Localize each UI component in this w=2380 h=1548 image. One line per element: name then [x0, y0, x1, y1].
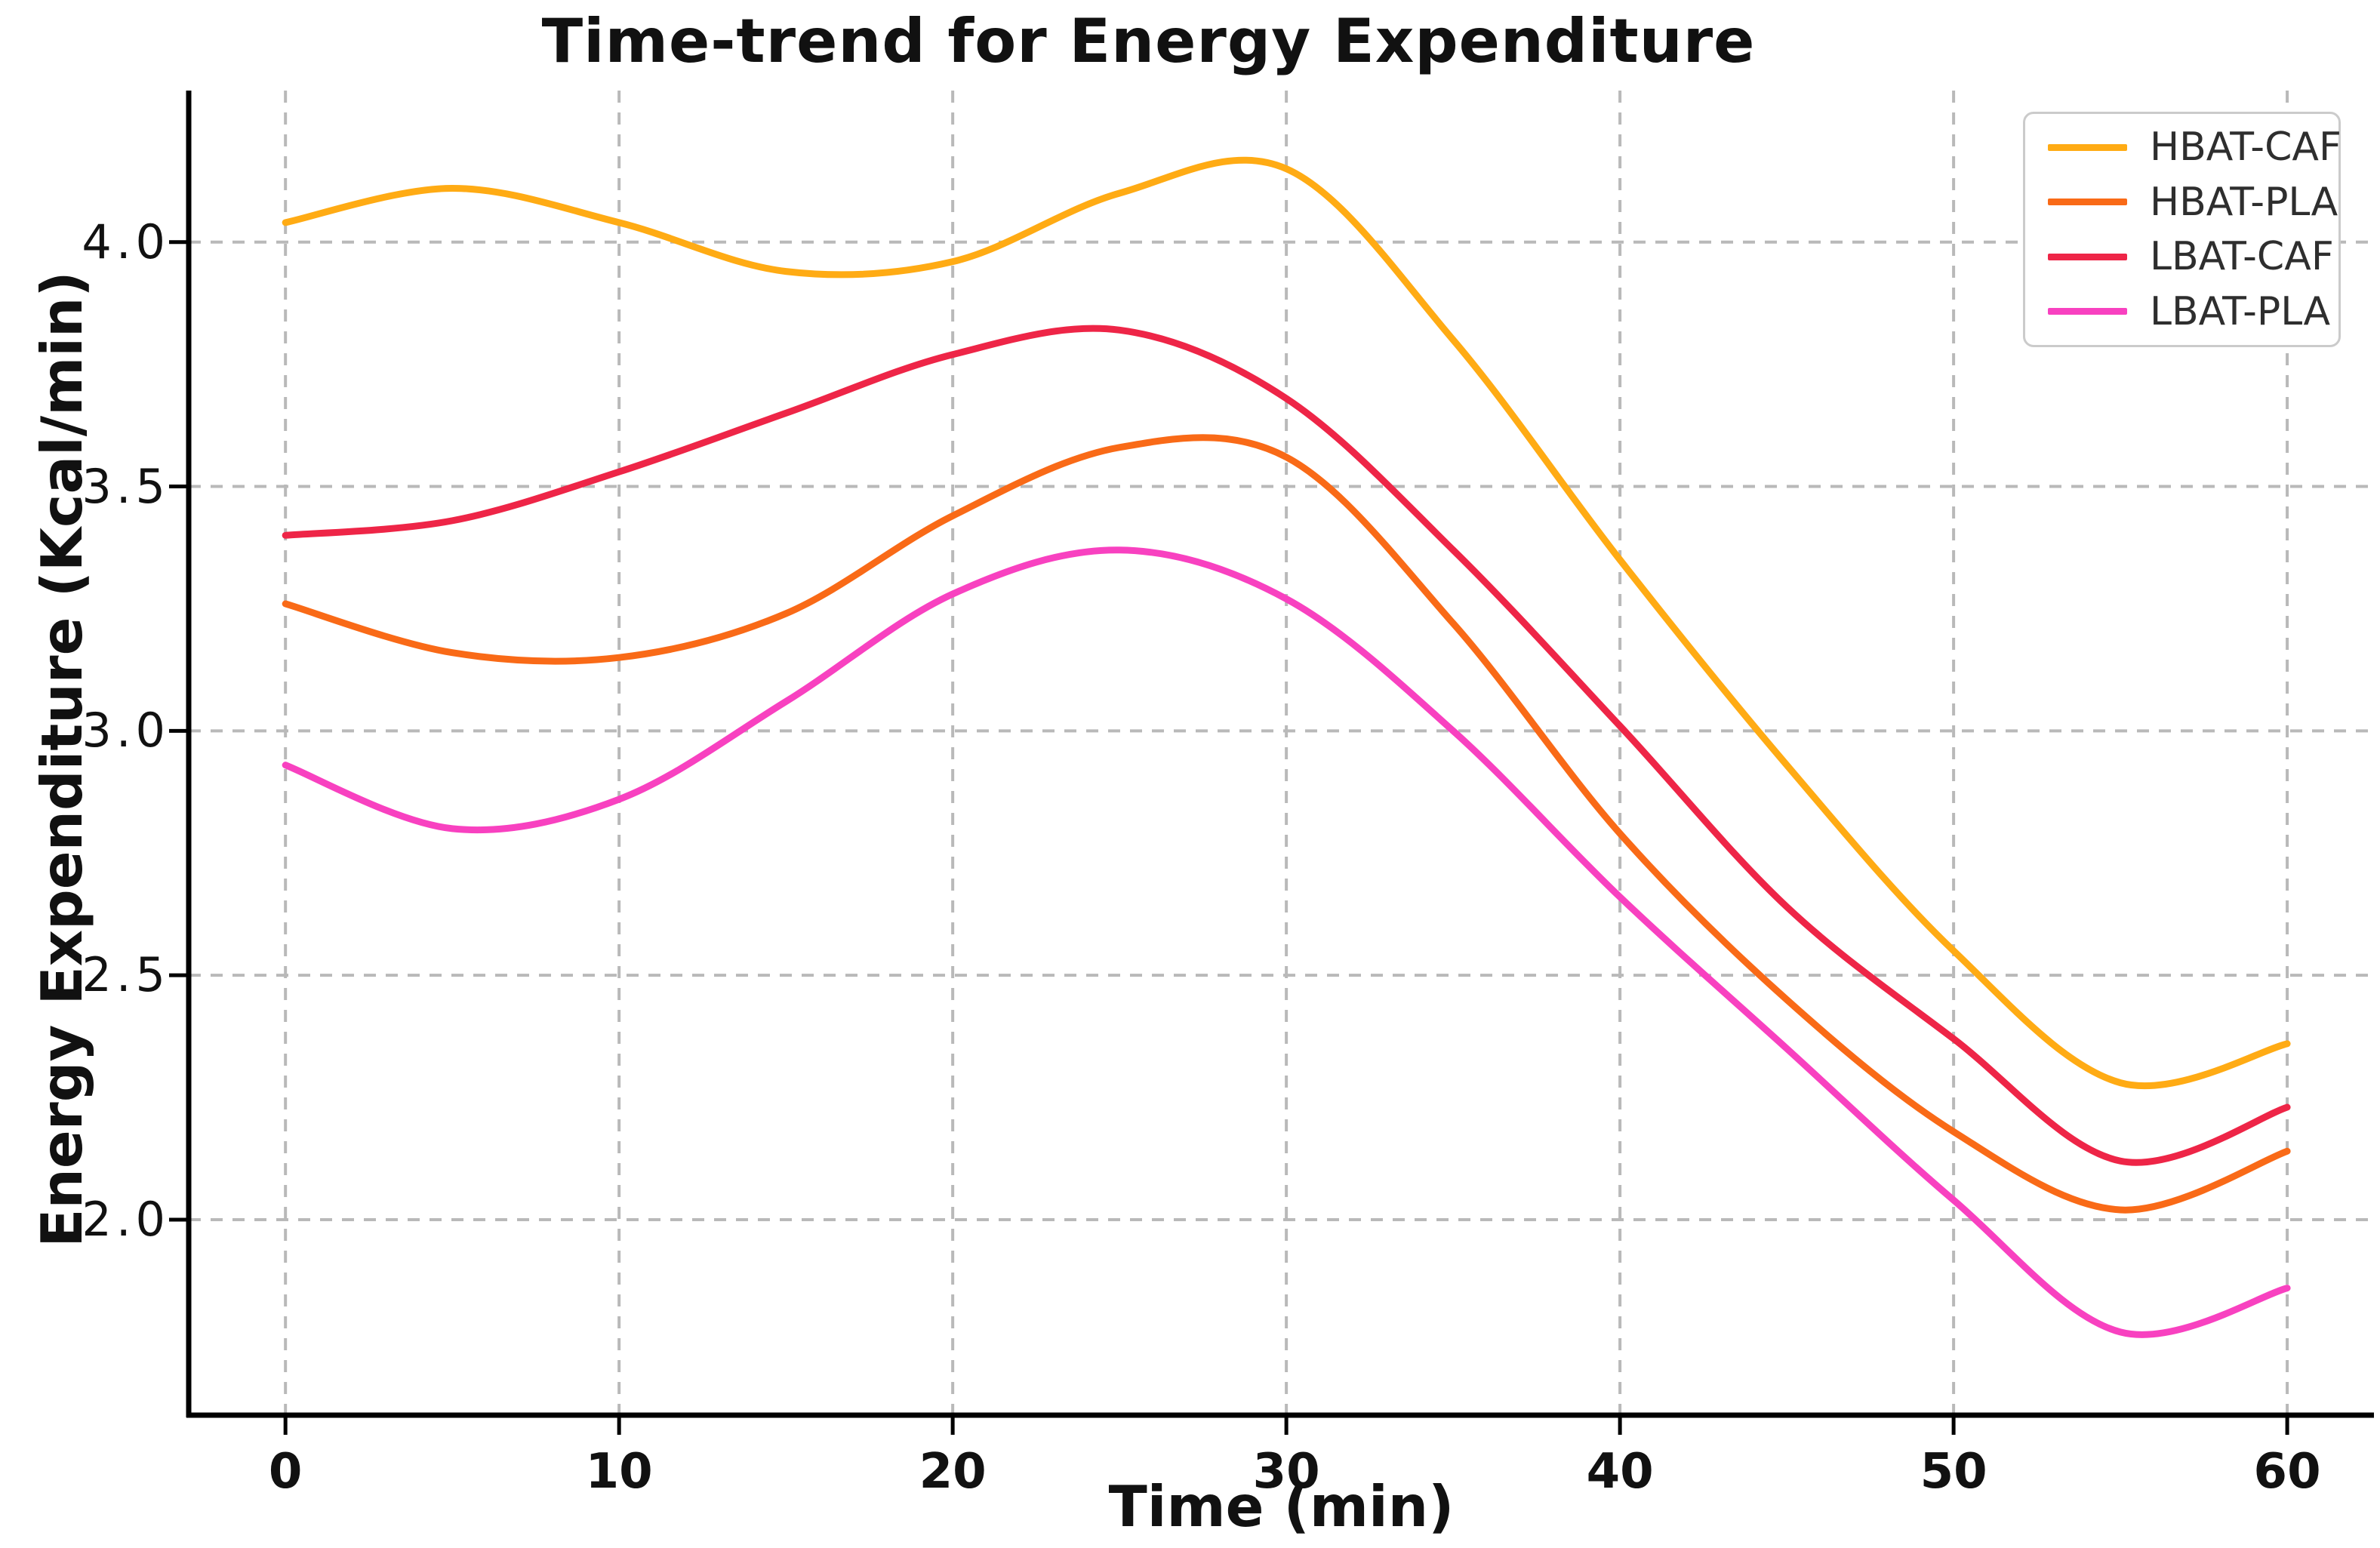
x-tick-label: 0 [268, 1444, 303, 1500]
series-line-lbat-caf [282, 325, 2291, 1166]
legend-label: LBAT-PLA [2150, 288, 2331, 334]
x-tick-label: 30 [1252, 1444, 1320, 1500]
y-tick-label: 3.5 [82, 458, 170, 514]
series-line-hbat-pla [282, 434, 2291, 1214]
legend-line-swatch [2048, 308, 2127, 315]
series-line-lbat-pla [282, 546, 2291, 1338]
legend-label: HBAT-CAF [2150, 125, 2342, 171]
legend-label: LBAT-CAF [2150, 234, 2334, 280]
legend-label: HBAT-PLA [2150, 179, 2338, 225]
y-tick-label: 3.0 [82, 703, 170, 759]
legend-line-swatch [2048, 199, 2127, 206]
y-tick-label: 4.0 [82, 214, 170, 269]
y-tick-label: 2.0 [82, 1191, 170, 1247]
chart-title-text: Time-trend for Energy Expenditure [541, 6, 1756, 76]
chart-title: Time-trend for Energy Expenditure [0, 6, 2380, 76]
legend: HBAT-CAF HBAT-PLA LBAT-CAF LBAT-PLA [2023, 112, 2342, 347]
legend-item-lbat-pla: LBAT-PLA [2025, 289, 2338, 334]
legend-item-hbat-caf: HBAT-CAF [2025, 125, 2342, 170]
legend-line-swatch [2048, 143, 2127, 151]
y-tick-label: 2.5 [82, 947, 170, 1003]
series-line-hbat-caf [282, 156, 2291, 1090]
legend-item-hbat-pla: HBAT-PLA [2025, 180, 2338, 225]
legend-item-lbat-caf: LBAT-CAF [2025, 234, 2338, 279]
x-tick-label: 10 [585, 1444, 653, 1500]
legend-line-swatch [2048, 253, 2127, 260]
x-tick-label: 20 [919, 1444, 987, 1500]
x-tick-label: 40 [1586, 1444, 1654, 1500]
x-tick-label: 60 [2253, 1444, 2321, 1500]
x-axis-label: Time (min) [1108, 1473, 1455, 1540]
x-tick-label: 50 [1920, 1444, 1987, 1500]
